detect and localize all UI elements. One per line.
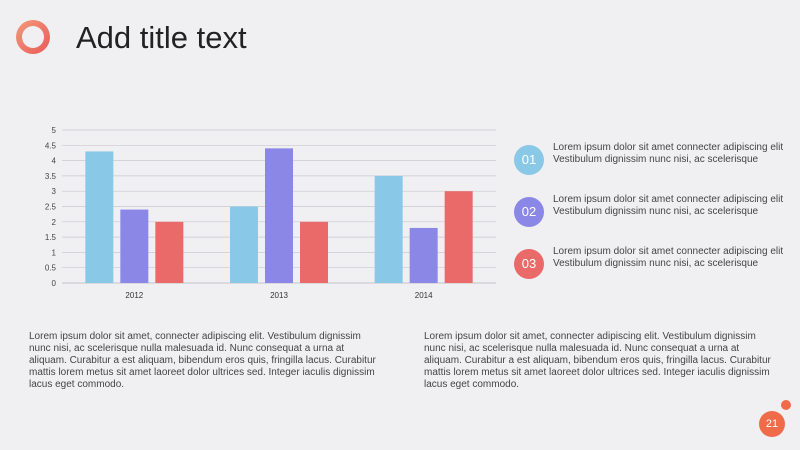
bar-series3-2012 — [155, 221, 184, 283]
list-item: 01 Lorem ipsum dolor sit amet connecter … — [514, 142, 784, 194]
bar-series1-2014 — [374, 175, 403, 283]
y-tick-label: 0 — [52, 279, 57, 288]
bar-series2-2013 — [265, 148, 293, 283]
y-tick-label: 4 — [52, 157, 57, 166]
bar-series2-2014 — [409, 227, 438, 283]
number-badge-02: 02 — [514, 197, 544, 227]
x-tick-label: 2012 — [125, 291, 143, 300]
y-tick-label: 1 — [52, 248, 57, 257]
y-tick-label: 3 — [52, 187, 57, 196]
y-tick-label: 0.5 — [45, 264, 57, 273]
bar-series3-2014 — [444, 191, 473, 283]
x-tick-label: 2014 — [415, 291, 433, 300]
bar-series1-2012 — [85, 151, 114, 283]
bar-series2-2012 — [120, 209, 149, 283]
number-badge-03: 03 — [514, 249, 544, 279]
bar-chart: 0 0.5 1 1.5 2 2.5 3 3.5 4 4.5 5 2012 2013 2014 — [45, 126, 496, 300]
bar-series3-2013 — [300, 221, 328, 283]
x-tick-label: 2013 — [270, 291, 288, 300]
paragraph-right: Lorem ipsum dolor sit amet, connecter ad… — [424, 331, 771, 390]
page-number-badge: 21 — [759, 411, 785, 437]
list-item-text: Lorem ipsum dolor sit amet connecter adi… — [553, 246, 784, 269]
list-item: 02 Lorem ipsum dolor sit amet connecter … — [514, 194, 784, 246]
number-badge-01: 01 — [514, 145, 544, 175]
list-item: 03 Lorem ipsum dolor sit amet connecter … — [514, 246, 784, 298]
paragraph-left: Lorem ipsum dolor sit amet, connecter ad… — [29, 331, 376, 390]
list-item-text: Lorem ipsum dolor sit amet connecter adi… — [553, 142, 784, 165]
y-tick-label: 3.5 — [45, 172, 57, 181]
y-tick-label: 2.5 — [45, 203, 57, 212]
y-tick-label: 4.5 — [45, 141, 57, 150]
logo-ring-icon — [16, 20, 50, 54]
decorative-dot-icon — [781, 400, 791, 410]
numbered-list: 01 Lorem ipsum dolor sit amet connecter … — [514, 142, 784, 298]
y-tick-label: 1.5 — [45, 233, 57, 242]
y-tick-label: 2 — [52, 218, 57, 227]
list-item-text: Lorem ipsum dolor sit amet connecter adi… — [553, 194, 784, 217]
y-tick-label: 5 — [52, 126, 57, 135]
bar-series1-2013 — [230, 206, 258, 283]
page-title: Add title text — [76, 20, 247, 55]
